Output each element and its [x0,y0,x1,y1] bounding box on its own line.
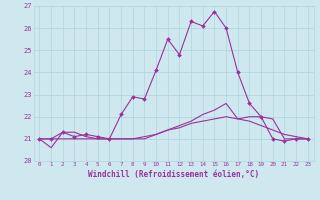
X-axis label: Windchill (Refroidissement éolien,°C): Windchill (Refroidissement éolien,°C) [88,170,259,179]
